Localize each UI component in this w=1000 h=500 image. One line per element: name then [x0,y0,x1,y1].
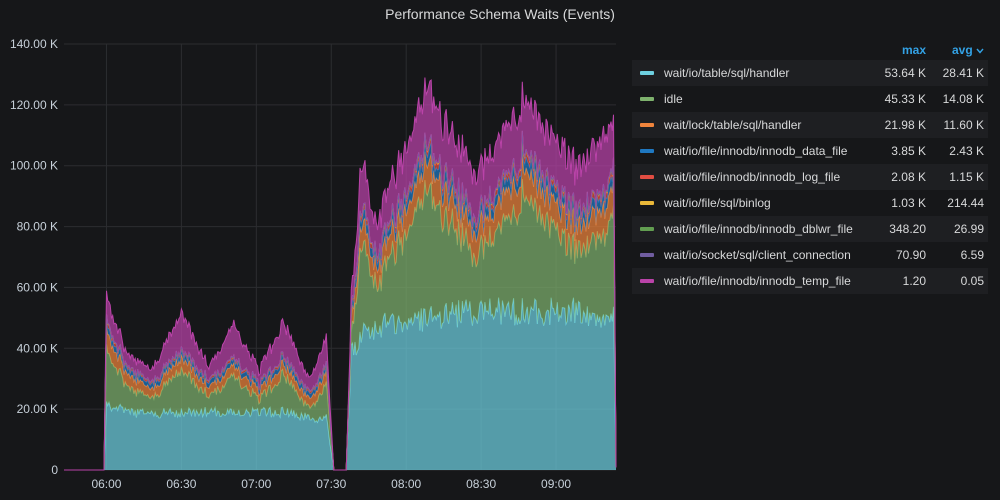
chart-areas [64,77,617,471]
legend-max-value: 1.20 [902,274,926,288]
area-series [64,77,616,470]
legend-avg-value: 11.60 K [943,118,984,132]
legend-row[interactable]: wait/io/table/sql/handler 53.64 K 28.41 K [632,60,988,86]
legend-swatch [640,227,654,231]
y-tick-label: 0 [51,463,58,477]
legend-avg-value: 28.41 K [942,66,984,80]
legend-row[interactable]: wait/io/socket/sql/client_connection 70.9… [632,242,988,268]
area-series-line [64,77,617,471]
y-tick-label: 80.00 K [17,220,58,234]
legend-swatch [640,201,654,205]
legend-series-name[interactable]: wait/io/file/innodb/innodb_log_file [664,170,841,184]
y-tick-label: 40.00 K [17,341,58,355]
legend-avg-value: 214.44 [947,196,984,210]
legend-avg-value: 2.43 K [949,144,984,158]
stacked-area-chart[interactable]: 0 20.00 K 40.00 K 60.00 K 80.00 K 100.00 K 120… [0,0,632,500]
legend-row[interactable]: wait/io/file/sql/binlog 1.03 K 214.44 [632,190,988,216]
area-series [64,179,616,470]
x-axis: 06:00 06:30 07:00 07:30 08:00 08:30 09:00 [91,477,571,491]
legend-series-name[interactable]: wait/lock/table/sql/handler [664,118,802,132]
y-axis: 0 20.00 K 40.00 K 60.00 K 80.00 K 100.00 K 120… [10,37,58,477]
legend-series-name[interactable]: wait/io/socket/sql/client_connection [664,248,851,262]
x-tick-label: 06:00 [91,477,121,491]
legend-header: max avg [632,40,988,60]
legend-series-name[interactable]: wait/io/file/innodb/innodb_data_file [664,144,848,158]
legend-swatch [640,97,654,101]
legend-max-value: 70.90 [895,248,926,262]
legend: max avg wait/io/table/sql/handler 53.64 K… [632,40,988,294]
y-tick-label: 100.00 K [10,159,58,173]
legend-row[interactable]: wait/io/file/innodb/innodb_dblwr_file 348… [632,216,988,242]
legend-swatch [640,253,654,257]
legend-max-value: 3.85 K [891,144,926,158]
legend-row[interactable]: wait/io/file/innodb/innodb_log_file 2.08 … [632,164,988,190]
legend-col-max[interactable]: max [901,43,926,57]
area-series [64,297,616,470]
legend-avg-value: 1.15 K [949,170,984,184]
y-tick-label: 140.00 K [10,37,58,51]
legend-swatch [640,175,654,179]
legend-max-value: 21.98 K [884,118,926,132]
y-tick-label: 60.00 K [17,280,58,294]
legend-swatch [640,149,654,153]
legend-avg-value: 14.08 K [942,92,984,106]
x-tick-label: 09:00 [541,477,571,491]
y-tick-label: 20.00 K [17,402,58,416]
legend-row[interactable]: wait/io/file/innodb/innodb_data_file 3.85… [632,138,988,164]
legend-col-avg[interactable]: avg [926,43,988,57]
area-series [64,150,616,470]
x-tick-label: 07:30 [316,477,346,491]
legend-max-value: 348.20 [889,222,926,236]
legend-series-name[interactable]: wait/io/file/innodb/innodb_temp_file [664,274,851,288]
panel-title[interactable]: Performance Schema Waits (Events) [385,6,615,22]
legend-row[interactable]: wait/lock/table/sql/handler 21.98 K 11.60 … [632,112,988,138]
legend-max-value: 1.03 K [891,196,926,210]
legend-max-value: 45.33 K [884,92,926,106]
legend-series-name[interactable]: idle [664,92,683,106]
legend-swatch [640,123,654,127]
legend-avg-value: 26.99 [953,222,984,236]
x-tick-label: 06:30 [166,477,196,491]
legend-avg-value: 0.05 [960,274,984,288]
x-tick-label: 08:00 [391,477,421,491]
legend-series-name[interactable]: wait/io/file/innodb/innodb_dblwr_file [664,222,853,236]
y-tick-label: 120.00 K [10,98,58,112]
legend-series-name[interactable]: wait/io/file/sql/binlog [664,196,771,210]
legend-avg-value: 6.59 [960,248,984,262]
legend-max-value: 53.64 K [884,66,926,80]
legend-row[interactable]: wait/io/file/innodb/innodb_temp_file 1.20… [632,268,988,294]
legend-col-avg-label: avg [951,43,973,57]
legend-swatch [640,71,654,75]
legend-row[interactable]: idle 45.33 K 14.08 K [632,86,988,112]
legend-series-name[interactable]: wait/io/table/sql/handler [664,66,790,80]
x-tick-label: 07:00 [241,477,271,491]
chevron-down-icon [976,48,984,54]
legend-max-value: 2.08 K [891,170,926,184]
x-tick-label: 08:30 [466,477,496,491]
legend-swatch [640,279,654,283]
